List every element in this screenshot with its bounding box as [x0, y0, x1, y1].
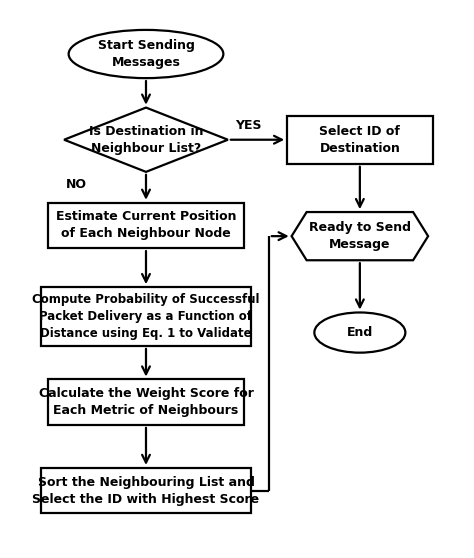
Text: Calculate the Weight Score for
Each Metric of Neighbours: Calculate the Weight Score for Each Metr…	[38, 387, 254, 417]
Text: Compute Probability of Successful
Packet Delivery as a Function of
Distance usin: Compute Probability of Successful Packet…	[32, 293, 260, 340]
Text: YES: YES	[235, 119, 261, 132]
Bar	[48, 379, 244, 425]
Polygon shape	[292, 212, 428, 260]
Text: Estimate Current Position
of Each Neighbour Node: Estimate Current Position of Each Neighb…	[56, 210, 236, 240]
Bar	[287, 116, 433, 164]
Text: Ready to Send
Message: Ready to Send Message	[309, 221, 411, 251]
Text: Is Destination in
Neighbour List?: Is Destination in Neighbour List?	[89, 125, 203, 155]
Polygon shape	[64, 108, 228, 172]
Text: Start Sending
Messages: Start Sending Messages	[98, 39, 194, 69]
Bar	[41, 287, 251, 346]
Ellipse shape	[314, 312, 405, 353]
Text: Select ID of
Destination: Select ID of Destination	[319, 125, 401, 155]
Text: End: End	[347, 326, 373, 339]
Bar	[41, 468, 251, 513]
Text: NO: NO	[66, 179, 87, 191]
Ellipse shape	[69, 30, 223, 78]
Bar	[48, 203, 244, 248]
Text: Sort the Neighbouring List and
Select the ID with Highest Score: Sort the Neighbouring List and Select th…	[32, 475, 260, 506]
